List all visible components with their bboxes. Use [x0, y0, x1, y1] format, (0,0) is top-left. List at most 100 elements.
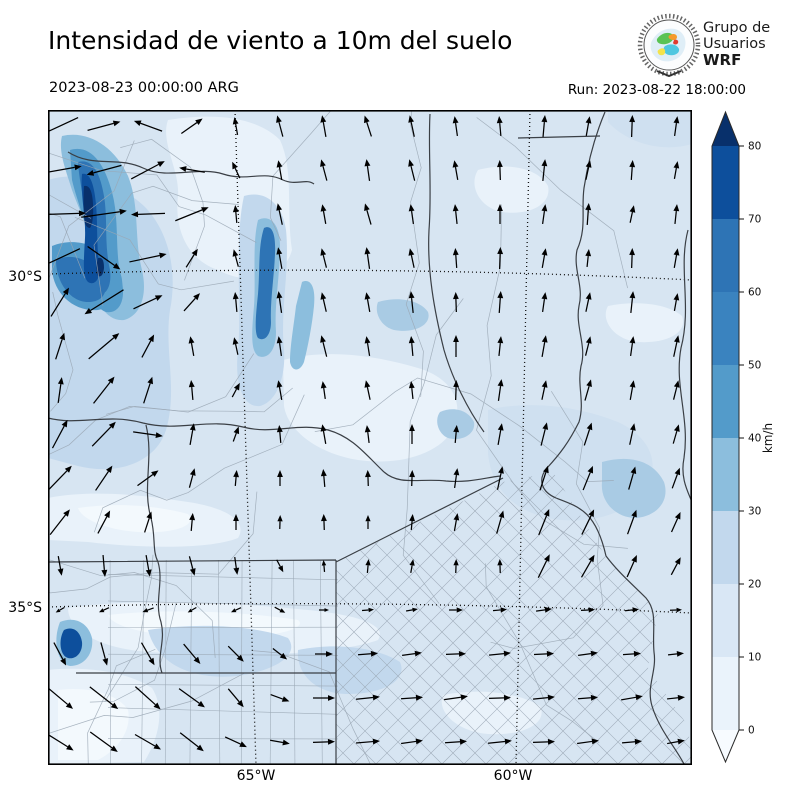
- wind-arrow-head: [409, 424, 415, 431]
- wind-arrow-shaft: [629, 211, 634, 223]
- colorbar-segment: [712, 511, 739, 584]
- wind-arrow-head: [233, 382, 240, 391]
- wind-arrow-head: [498, 510, 505, 518]
- wind-arrow-head: [59, 332, 65, 341]
- wind-arrow-shaft: [145, 555, 150, 571]
- wind-arrow-shaft: [629, 429, 634, 445]
- wind-arrow-head: [281, 696, 290, 702]
- wind-arrow-shaft: [578, 652, 592, 657]
- wind-arrow-shaft: [183, 297, 196, 312]
- wind-arrow-head: [131, 211, 139, 218]
- wind-arrow-shaft: [498, 342, 501, 357]
- dept-border-line: [48, 559, 216, 658]
- wind-arrow-head: [408, 115, 414, 123]
- wind-arrow-head: [276, 380, 283, 388]
- wind-arrow-shaft: [235, 123, 239, 135]
- map-frame: [48, 110, 692, 765]
- wind-arrow-head: [453, 559, 459, 566]
- page-title: Intensidad de viento a 10m del suelo: [48, 26, 513, 55]
- wind-arrow-head: [408, 248, 415, 256]
- wind-arrow-shaft: [671, 474, 678, 489]
- valid-time-label: 2023-08-23 00:00:00 ARG: [49, 80, 239, 96]
- wind-arrow-shaft: [191, 606, 197, 611]
- wind-arrow-shaft: [93, 381, 111, 404]
- lp-grid-line: [218, 560, 221, 765]
- wind-arrow-head: [62, 287, 69, 296]
- ba-mesh-line: [336, 472, 599, 765]
- wind-arrow-head: [148, 334, 155, 343]
- wind-arrow-shaft: [234, 255, 239, 267]
- wind-arrow-head: [452, 116, 459, 124]
- wind-arrow-head: [320, 424, 327, 432]
- wind-arrow-head: [546, 650, 554, 657]
- wind-arrow-shaft: [673, 299, 677, 311]
- wind-arrow-head: [543, 465, 549, 474]
- wind-arrow-shaft: [492, 609, 501, 612]
- wind-arrow-head: [66, 744, 74, 751]
- dept-border-line: [490, 391, 604, 649]
- wind-arrow-head: [282, 739, 290, 746]
- wind-arrow-head: [588, 509, 595, 517]
- wind-arrow-head: [503, 694, 511, 701]
- wind-arrow-head: [233, 514, 239, 521]
- wind-arrow-head: [372, 738, 380, 745]
- wind-arrow-shaft: [227, 688, 240, 703]
- wind-arrow-shaft: [410, 565, 413, 574]
- wind-shading: [48, 110, 692, 765]
- wind-arrow-shaft: [667, 653, 678, 656]
- wind-arrow-shaft: [130, 163, 159, 180]
- wind-arrow-shaft: [97, 516, 108, 534]
- department-borders: [48, 110, 628, 765]
- ba-mesh-line: [336, 472, 555, 765]
- wind-arrow-head: [587, 465, 593, 474]
- dept-border-line: [476, 117, 628, 289]
- wind-arrow-head: [585, 160, 592, 168]
- wind-arrow-shaft: [402, 652, 416, 657]
- wind-arrow-head: [673, 293, 680, 301]
- wind-arrow-head: [146, 511, 152, 520]
- wind-arrow-shaft: [455, 254, 458, 269]
- wind-arrow-shaft: [232, 432, 237, 442]
- wind-arrow-shaft: [274, 606, 281, 611]
- wind-arrow-shaft: [133, 431, 157, 436]
- wind-arrow-head: [629, 291, 636, 299]
- wind-arrow-head: [365, 515, 371, 522]
- wind-arrow-shaft: [312, 741, 329, 744]
- wind-arrow-shaft: [488, 697, 505, 700]
- province-borders: [48, 111, 692, 765]
- wind-arrow-head: [57, 568, 64, 576]
- wind-arrow-head: [276, 291, 283, 299]
- wind-arrow-head: [239, 741, 247, 748]
- wind-arrow-shaft: [188, 474, 194, 488]
- logo-line1: Grupo de: [703, 20, 771, 36]
- wind-arrow-shaft: [410, 520, 413, 531]
- wind-arrow-shaft: [488, 740, 506, 744]
- wind-arrow-head: [276, 247, 283, 255]
- wind-arrow-head: [460, 694, 468, 701]
- wind-arrow-head: [497, 204, 503, 211]
- wind-arrow-shaft: [577, 697, 592, 700]
- wind-arrow-head: [541, 292, 548, 300]
- wind-arrow-head: [544, 606, 552, 613]
- wind-arrow-head: [498, 466, 504, 474]
- colorbar-unit-label: km/h: [761, 423, 775, 453]
- wind-arrow-head: [673, 380, 680, 388]
- wind-arrow-shaft: [323, 475, 326, 488]
- wind-arrow-shaft: [102, 554, 105, 571]
- wind-arrow-head: [541, 159, 548, 167]
- ba-mesh-line: [336, 472, 423, 765]
- wind-arrow-shaft: [496, 517, 502, 534]
- wind-arrow-shaft: [586, 255, 589, 268]
- wrf-logo-svg: [637, 13, 701, 78]
- wind-arrow-head: [674, 557, 681, 565]
- colorbar-tick-label: 60: [748, 287, 761, 299]
- wind-arrow-shaft: [140, 122, 163, 132]
- wind-arrow-shaft: [134, 733, 156, 747]
- wind-arrow-shaft: [235, 607, 242, 611]
- wind-arrow-head: [276, 203, 282, 211]
- wind-arrow-head: [364, 380, 371, 388]
- wind-arrow-shaft: [410, 210, 415, 224]
- colorbar-extend-over: [712, 112, 739, 146]
- colorbar-ticks: 0 10 20 30 40 50 60 70 80: [739, 141, 761, 737]
- wind-arrow-head: [112, 120, 121, 127]
